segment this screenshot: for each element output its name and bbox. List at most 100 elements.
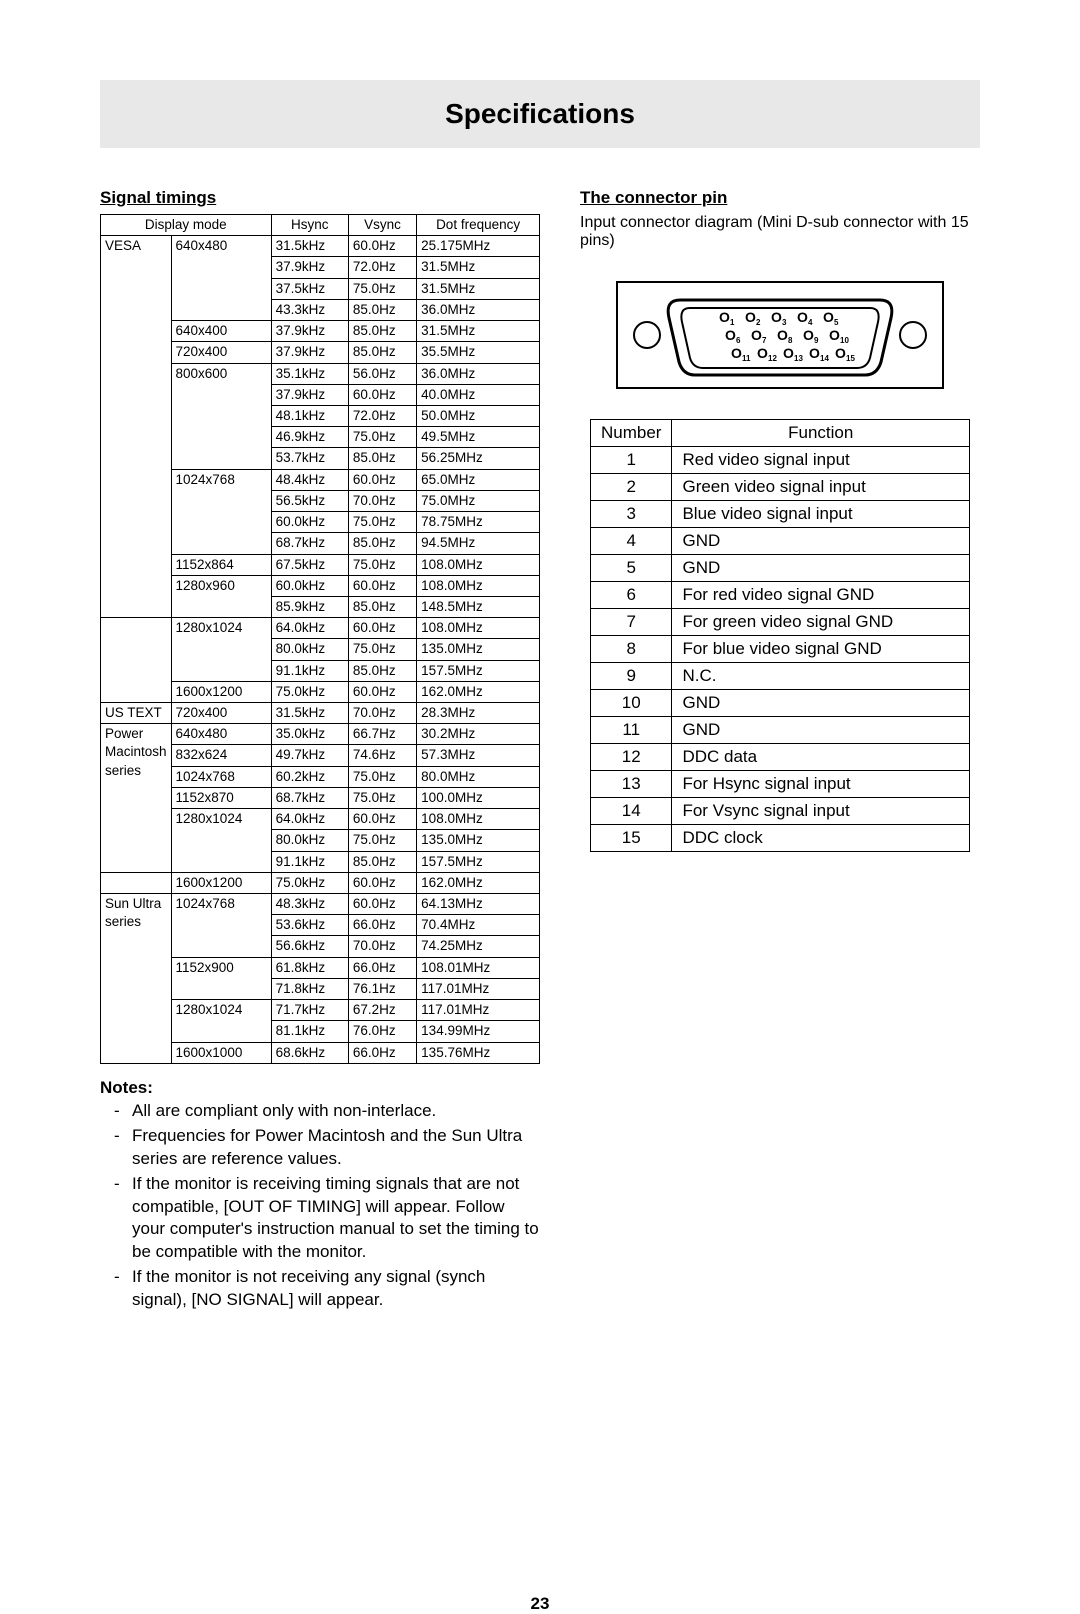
cell-value: 70.4MHz [417, 915, 540, 936]
svg-text:13: 13 [794, 354, 803, 363]
cell-value: 70.0Hz [348, 936, 416, 957]
cell-value: 48.3kHz [271, 894, 348, 915]
cell-value: 75.0Hz [348, 639, 416, 660]
cell-value: 91.1kHz [271, 851, 348, 872]
cell-value: 53.7kHz [271, 448, 348, 469]
svg-text:7: 7 [762, 336, 767, 345]
table-row: 8For blue video signal GND [591, 636, 970, 663]
cell-value: 81.1kHz [271, 1021, 348, 1042]
cell-resolution: 1280x1024 [171, 618, 271, 682]
cell-value: 94.5MHz [417, 533, 540, 554]
cell-pin-function: For red video signal GND [672, 582, 970, 609]
cell-pin-function: For Hsync signal input [672, 771, 970, 798]
cell-value: 85.0Hz [348, 533, 416, 554]
cell-value: 48.1kHz [271, 405, 348, 426]
cell-mode: Power Macintosh series [101, 724, 172, 873]
right-column: The connector pin Input connector diagra… [580, 188, 980, 1314]
cell-value: 57.3MHz [417, 745, 540, 766]
cell-value: 85.0Hz [348, 342, 416, 363]
cell-value: 60.0Hz [348, 575, 416, 596]
cell-mode: Sun Ultra series [101, 894, 172, 1064]
cell-value: 31.5kHz [271, 703, 348, 724]
table-row: 9N.C. [591, 663, 970, 690]
th-hsync: Hsync [271, 215, 348, 236]
cell-value: 117.01MHz [417, 1000, 540, 1021]
svg-text:12: 12 [768, 354, 777, 363]
cell-value: 75.0kHz [271, 681, 348, 702]
svg-text:O: O [771, 309, 782, 325]
cell-value: 56.0Hz [348, 363, 416, 384]
table-row: Sun Ultra series1024x76848.3kHz60.0Hz64.… [101, 894, 540, 915]
cell-value: 74.6Hz [348, 745, 416, 766]
table-row: 13For Hsync signal input [591, 771, 970, 798]
cell-value: 108.0MHz [417, 575, 540, 596]
cell-pin-number: 11 [591, 717, 672, 744]
svg-text:11: 11 [742, 354, 751, 363]
cell-value: 75.0Hz [348, 766, 416, 787]
page-number: 23 [0, 1594, 1080, 1614]
th-number: Number [591, 420, 672, 447]
svg-text:O: O [745, 309, 756, 325]
note-item: Frequencies for Power Macintosh and the … [120, 1125, 540, 1171]
cell-value: 36.0MHz [417, 363, 540, 384]
table-row: 6For red video signal GND [591, 582, 970, 609]
svg-text:O: O [783, 345, 794, 361]
note-item: All are compliant only with non-interlac… [120, 1100, 540, 1123]
svg-text:O: O [757, 345, 768, 361]
cell-pin-number: 9 [591, 663, 672, 690]
cell-value: 108.0MHz [417, 554, 540, 575]
cell-value: 60.0Hz [348, 809, 416, 830]
cell-value: 31.5kHz [271, 236, 348, 257]
svg-text:8: 8 [788, 336, 793, 345]
connector-subtext: Input connector diagram (Mini D-sub conn… [580, 214, 980, 250]
cell-mode [101, 618, 172, 703]
left-column: Signal timings Display mode Hsync Vsync … [100, 188, 540, 1314]
cell-resolution: 720x400 [171, 703, 271, 724]
svg-text:15: 15 [846, 354, 855, 363]
pin-function-table: Number Function 1Red video signal input2… [590, 419, 970, 852]
cell-value: 135.0MHz [417, 639, 540, 660]
cell-pin-function: N.C. [672, 663, 970, 690]
cell-value: 72.0Hz [348, 405, 416, 426]
svg-text:O: O [835, 345, 846, 361]
cell-value: 31.5MHz [417, 278, 540, 299]
cell-value: 66.0Hz [348, 915, 416, 936]
svg-text:2: 2 [756, 318, 761, 327]
cell-value: 30.2MHz [417, 724, 540, 745]
cell-value: 134.99MHz [417, 1021, 540, 1042]
svg-text:O: O [823, 309, 834, 325]
svg-text:O: O [809, 345, 820, 361]
cell-resolution: 1280x1024 [171, 1000, 271, 1042]
page-title: Specifications [100, 80, 980, 148]
cell-resolution: 832x624 [171, 745, 271, 766]
cell-pin-function: Green video signal input [672, 474, 970, 501]
svg-text:O: O [797, 309, 808, 325]
cell-mode [101, 872, 172, 893]
cell-mode: US TEXT [101, 703, 172, 724]
cell-value: 76.1Hz [348, 978, 416, 999]
table-row: Power Macintosh series640x48035.0kHz66.7… [101, 724, 540, 745]
cell-resolution: 1024x768 [171, 894, 271, 958]
svg-text:O: O [751, 327, 762, 343]
cell-resolution: 1024x768 [171, 469, 271, 554]
cell-pin-number: 4 [591, 528, 672, 555]
cell-value: 66.0Hz [348, 1042, 416, 1063]
cell-value: 31.5MHz [417, 321, 540, 342]
cell-resolution: 1280x1024 [171, 809, 271, 873]
connector-heading: The connector pin [580, 188, 980, 208]
cell-value: 61.8kHz [271, 957, 348, 978]
cell-value: 60.0Hz [348, 681, 416, 702]
svg-text:O: O [803, 327, 814, 343]
cell-value: 80.0kHz [271, 830, 348, 851]
cell-pin-number: 7 [591, 609, 672, 636]
cell-pin-function: GND [672, 690, 970, 717]
cell-value: 65.0MHz [417, 469, 540, 490]
svg-text:O: O [731, 345, 742, 361]
cell-pin-number: 14 [591, 798, 672, 825]
cell-value: 64.0kHz [271, 809, 348, 830]
cell-value: 135.0MHz [417, 830, 540, 851]
cell-resolution: 640x480 [171, 236, 271, 321]
cell-value: 75.0MHz [417, 490, 540, 511]
th-display-mode: Display mode [101, 215, 272, 236]
table-row: 3Blue video signal input [591, 501, 970, 528]
